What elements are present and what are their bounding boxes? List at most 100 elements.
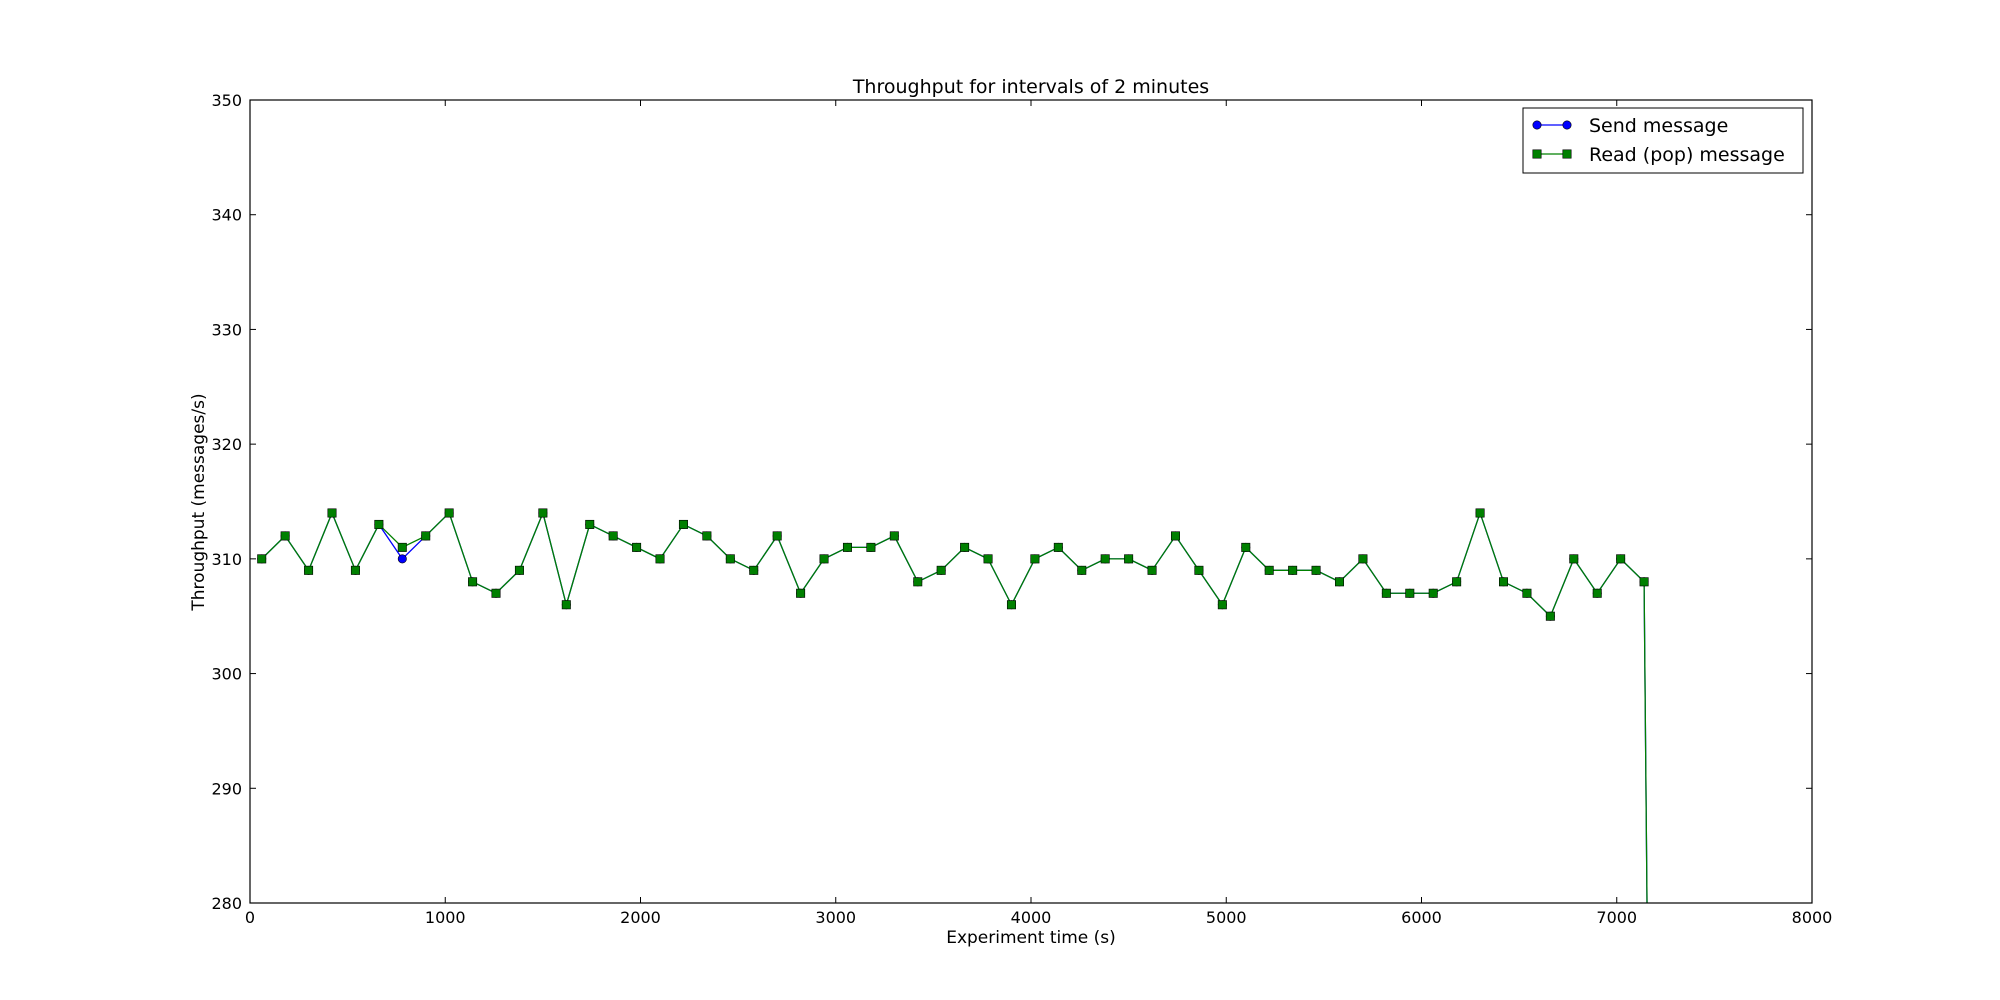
series-line xyxy=(261,510,1648,903)
legend-item: Read (pop) message xyxy=(1532,144,1785,166)
data-point xyxy=(772,531,782,541)
data-point xyxy=(1006,600,1016,610)
data-point xyxy=(327,508,337,518)
data-point xyxy=(585,519,595,529)
y-axis-label: Throughput (messages/s) xyxy=(189,393,209,611)
x-tick-label: 5000 xyxy=(1206,908,1247,927)
data-point xyxy=(304,565,314,575)
data-point xyxy=(1428,588,1438,598)
data-point xyxy=(1124,554,1134,564)
data-point xyxy=(1311,565,1321,575)
x-tick-label: 6000 xyxy=(1401,908,1442,927)
legend-box xyxy=(1522,107,1804,174)
data-point xyxy=(632,542,642,552)
chart-title: Throughput for intervals of 2 minutes xyxy=(852,76,1209,98)
legend-marker xyxy=(1562,149,1572,159)
series-2 xyxy=(257,508,1649,903)
data-point xyxy=(1030,554,1040,564)
data-point xyxy=(1569,554,1579,564)
legend-marker xyxy=(1532,149,1542,159)
data-point xyxy=(397,554,407,564)
data-point xyxy=(350,565,360,575)
data-point xyxy=(514,565,524,575)
data-point xyxy=(1592,588,1602,598)
data-point xyxy=(936,565,946,575)
data-point xyxy=(538,508,548,518)
data-point xyxy=(1334,577,1344,587)
data-point xyxy=(889,531,899,541)
legend-item: Send message xyxy=(1532,115,1728,137)
data-point xyxy=(913,577,923,587)
legend: Send message Read (pop) message xyxy=(1522,107,1804,174)
data-point xyxy=(280,531,290,541)
x-tick-label: 2000 xyxy=(620,908,661,927)
data-point xyxy=(444,508,454,518)
y-tick-label: 300 xyxy=(211,665,242,684)
y-tick-label: 340 xyxy=(211,206,242,225)
data-point xyxy=(1522,588,1532,598)
y-tick-label: 330 xyxy=(211,320,242,339)
x-tick-label: 1000 xyxy=(425,908,466,927)
data-point xyxy=(397,542,407,552)
x-tick-label: 0 xyxy=(245,908,255,927)
data-point xyxy=(960,542,970,552)
x-tick-label: 7000 xyxy=(1596,908,1637,927)
x-axis: 0 1000 2000 3000 4000 5000 6000 7000 8000 xyxy=(245,100,1832,927)
series-1 xyxy=(257,508,1649,903)
data-point xyxy=(1147,565,1157,575)
data-point xyxy=(1264,565,1274,575)
x-tick-label: 8000 xyxy=(1792,908,1833,927)
data-point xyxy=(655,554,665,564)
data-point xyxy=(1358,554,1368,564)
legend-label: Send message xyxy=(1589,115,1728,137)
data-point xyxy=(842,542,852,552)
legend-marker xyxy=(1562,120,1572,130)
data-point xyxy=(1545,611,1555,621)
plot-frame xyxy=(249,99,1813,904)
series-layer xyxy=(257,508,1649,903)
y-tick-label: 350 xyxy=(211,91,242,110)
data-point xyxy=(1077,565,1087,575)
y-tick-label: 320 xyxy=(211,435,242,454)
data-point xyxy=(983,554,993,564)
data-point xyxy=(608,531,618,541)
data-point xyxy=(1405,588,1415,598)
data-point xyxy=(819,554,829,564)
x-tick-label: 4000 xyxy=(1011,908,1052,927)
data-point xyxy=(1381,588,1391,598)
y-tick-label: 290 xyxy=(211,779,242,798)
data-point xyxy=(491,588,501,598)
data-point xyxy=(1639,577,1649,587)
y-tick-label: 310 xyxy=(211,550,242,569)
legend-label: Read (pop) message xyxy=(1589,144,1785,166)
data-point xyxy=(1053,542,1063,552)
x-tick-label: 3000 xyxy=(815,908,856,927)
y-axis: 280 290 300 310 320 330 340 350 xyxy=(211,91,1812,913)
data-point xyxy=(1452,577,1462,587)
data-point xyxy=(374,519,384,529)
data-point xyxy=(1616,554,1626,564)
data-point xyxy=(1475,508,1485,518)
data-point xyxy=(1217,600,1227,610)
legend-marker xyxy=(1532,120,1542,130)
data-point xyxy=(1499,577,1509,587)
data-point xyxy=(421,531,431,541)
data-point xyxy=(1100,554,1110,564)
data-point xyxy=(561,600,571,610)
data-point xyxy=(1194,565,1204,575)
data-point xyxy=(257,554,267,564)
data-point xyxy=(1241,542,1251,552)
data-point xyxy=(678,519,688,529)
data-point xyxy=(1288,565,1298,575)
data-point xyxy=(702,531,712,541)
data-point xyxy=(468,577,478,587)
data-point xyxy=(796,588,806,598)
x-axis-label: Experiment time (s) xyxy=(946,928,1116,948)
data-point xyxy=(866,542,876,552)
data-point xyxy=(1170,531,1180,541)
data-point xyxy=(725,554,735,564)
y-tick-label: 280 xyxy=(211,894,242,913)
data-point xyxy=(749,565,759,575)
